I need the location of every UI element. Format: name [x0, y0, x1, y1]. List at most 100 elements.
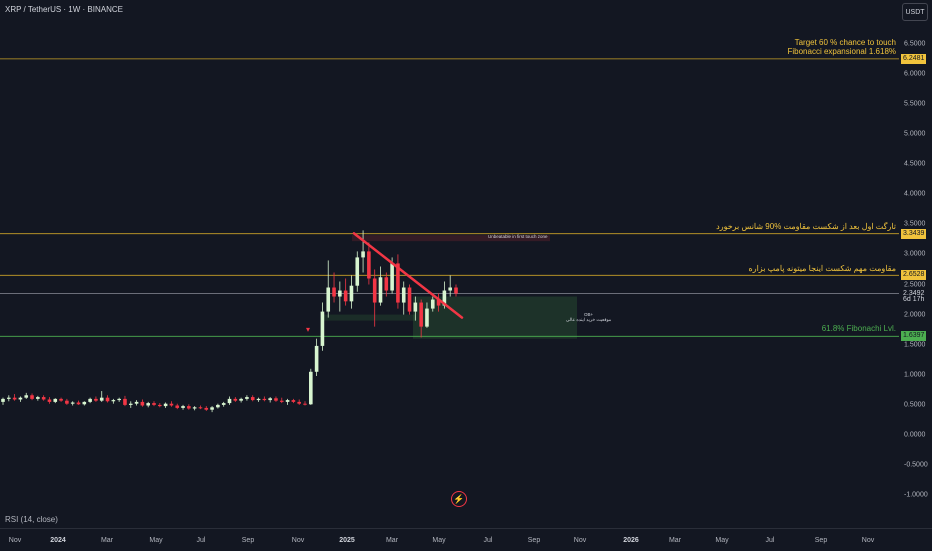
price-tag: 3.3439 [901, 228, 927, 239]
candle-body [338, 290, 342, 297]
candle-body [169, 403, 174, 406]
candle-body [436, 299, 441, 306]
candle-body [76, 402, 81, 405]
price-tick-label: 0.5000 [904, 401, 926, 409]
time-tick-label: May [149, 537, 163, 544]
price-tag: 6d 17h [901, 294, 927, 305]
candle-body [111, 400, 116, 402]
price-tick-label: 5.5000 [904, 100, 926, 108]
candle-body [41, 397, 46, 400]
candle-body [285, 400, 290, 402]
candle-body [309, 371, 313, 405]
time-tick-label: Jul [196, 537, 206, 544]
candle-body [210, 407, 214, 410]
candle-body [175, 405, 180, 408]
candle-body [140, 401, 145, 406]
time-tick-label: Sep [527, 537, 541, 544]
candle-body [297, 401, 301, 404]
candle-body [123, 398, 127, 405]
price-tag: 2.3492 [901, 288, 927, 299]
candle-body [53, 398, 58, 402]
candle-body [233, 398, 238, 401]
price-tick-label: 3.0000 [904, 250, 926, 258]
time-tick-label: Mar [100, 537, 114, 544]
candle-body [128, 403, 133, 405]
trendline [352, 232, 464, 319]
price-tick-label: -0.5000 [904, 461, 928, 469]
candle-body [99, 397, 104, 401]
price-tick-label: 6.5000 [904, 40, 926, 48]
time-tick-label: Nov [861, 537, 875, 544]
candle-body [88, 398, 92, 402]
candle-body [401, 287, 406, 303]
time-tick-label: 2024 [50, 537, 66, 544]
time-tick-label: Nov [8, 537, 22, 544]
currency-button[interactable]: USDT [902, 3, 928, 21]
candle-body [82, 401, 87, 405]
resistance-2-annotation: مقاومت مهم شکست اینجا میتونه پامپ بزاره [748, 264, 896, 273]
candle-body [59, 398, 63, 401]
candle-body [94, 398, 98, 401]
symbol-title[interactable]: XRP / TetherUS · 1W · BINANCE [5, 5, 123, 14]
candle-body [372, 278, 377, 303]
price-tick-label: 3.5000 [904, 220, 926, 228]
time-tick-label: Mar [385, 537, 399, 544]
price-tick-label: 0.0000 [904, 431, 926, 439]
candle-body [268, 398, 272, 401]
candle-body [198, 407, 203, 409]
price-tick-label: 1.0000 [904, 371, 926, 379]
candle-body [65, 400, 69, 404]
candle-body [419, 302, 423, 327]
time-tick-label: Jul [483, 537, 493, 544]
time-tick-label: 2025 [339, 537, 355, 544]
rsi-indicator-label[interactable]: RSI (14, close) [5, 515, 58, 524]
price-tick-label: 1.5000 [904, 341, 926, 349]
candle-body [239, 398, 243, 401]
candle-body [192, 407, 197, 409]
target-annotation: Target 60 % chance to touch Fibonacci ex… [787, 38, 896, 56]
candle-body [349, 285, 354, 302]
candle-body [152, 403, 156, 405]
time-tick-label: 2026 [623, 537, 639, 544]
time-axis[interactable]: Nov 2024 Mar May Jul Sep Nov 2025 Mar May Jul Sep No… [0, 528, 932, 551]
candle-body [7, 397, 11, 399]
candle-body [47, 399, 52, 402]
candle-body [117, 398, 121, 401]
ob-inner-zone [322, 314, 415, 321]
candle-body [70, 402, 75, 404]
candle-body [314, 345, 319, 372]
price-tick-label: 4.5000 [904, 160, 926, 168]
alert-icon[interactable]: ⚡ [451, 491, 467, 507]
candle-body [163, 403, 168, 407]
candle-body [12, 397, 17, 400]
target-line-1: Target 60 % chance to touch [794, 38, 896, 47]
candle-body [1, 398, 5, 402]
candle-body [303, 403, 307, 405]
time-tick-label: Sep [241, 537, 255, 544]
candle-body [384, 277, 389, 291]
candle-body [396, 263, 400, 303]
candle-body [367, 251, 371, 279]
target-line-2: Fibonacci expansional 1.618% [787, 47, 896, 56]
candle-body [326, 287, 331, 312]
price-tick-label: 2.5000 [904, 281, 926, 288]
candle-body [24, 395, 29, 398]
time-tick-label: May [432, 537, 446, 544]
resistance-1-annotation: تارگت اول بعد از شکست مقاومت %90 شانس بر… [716, 222, 896, 231]
price-tick-label: 5.0000 [904, 130, 926, 138]
unbeatable-label: Unbeatable in first touch zone [488, 234, 548, 239]
time-tick-label: Nov [573, 537, 587, 544]
candle-body [413, 302, 418, 312]
time-tick-label: Nov [291, 537, 305, 544]
time-tick-label: Sep [814, 537, 828, 544]
candle-body [105, 397, 110, 402]
candle-body [425, 308, 429, 327]
candle-body [262, 398, 267, 401]
price-tick-label: 2.0000 [904, 311, 926, 319]
price-tag: 6.2481 [901, 53, 927, 64]
unbeatable-zone [352, 235, 550, 242]
candle-body [245, 397, 249, 399]
candle-body [430, 299, 435, 309]
candle-body [30, 395, 34, 399]
